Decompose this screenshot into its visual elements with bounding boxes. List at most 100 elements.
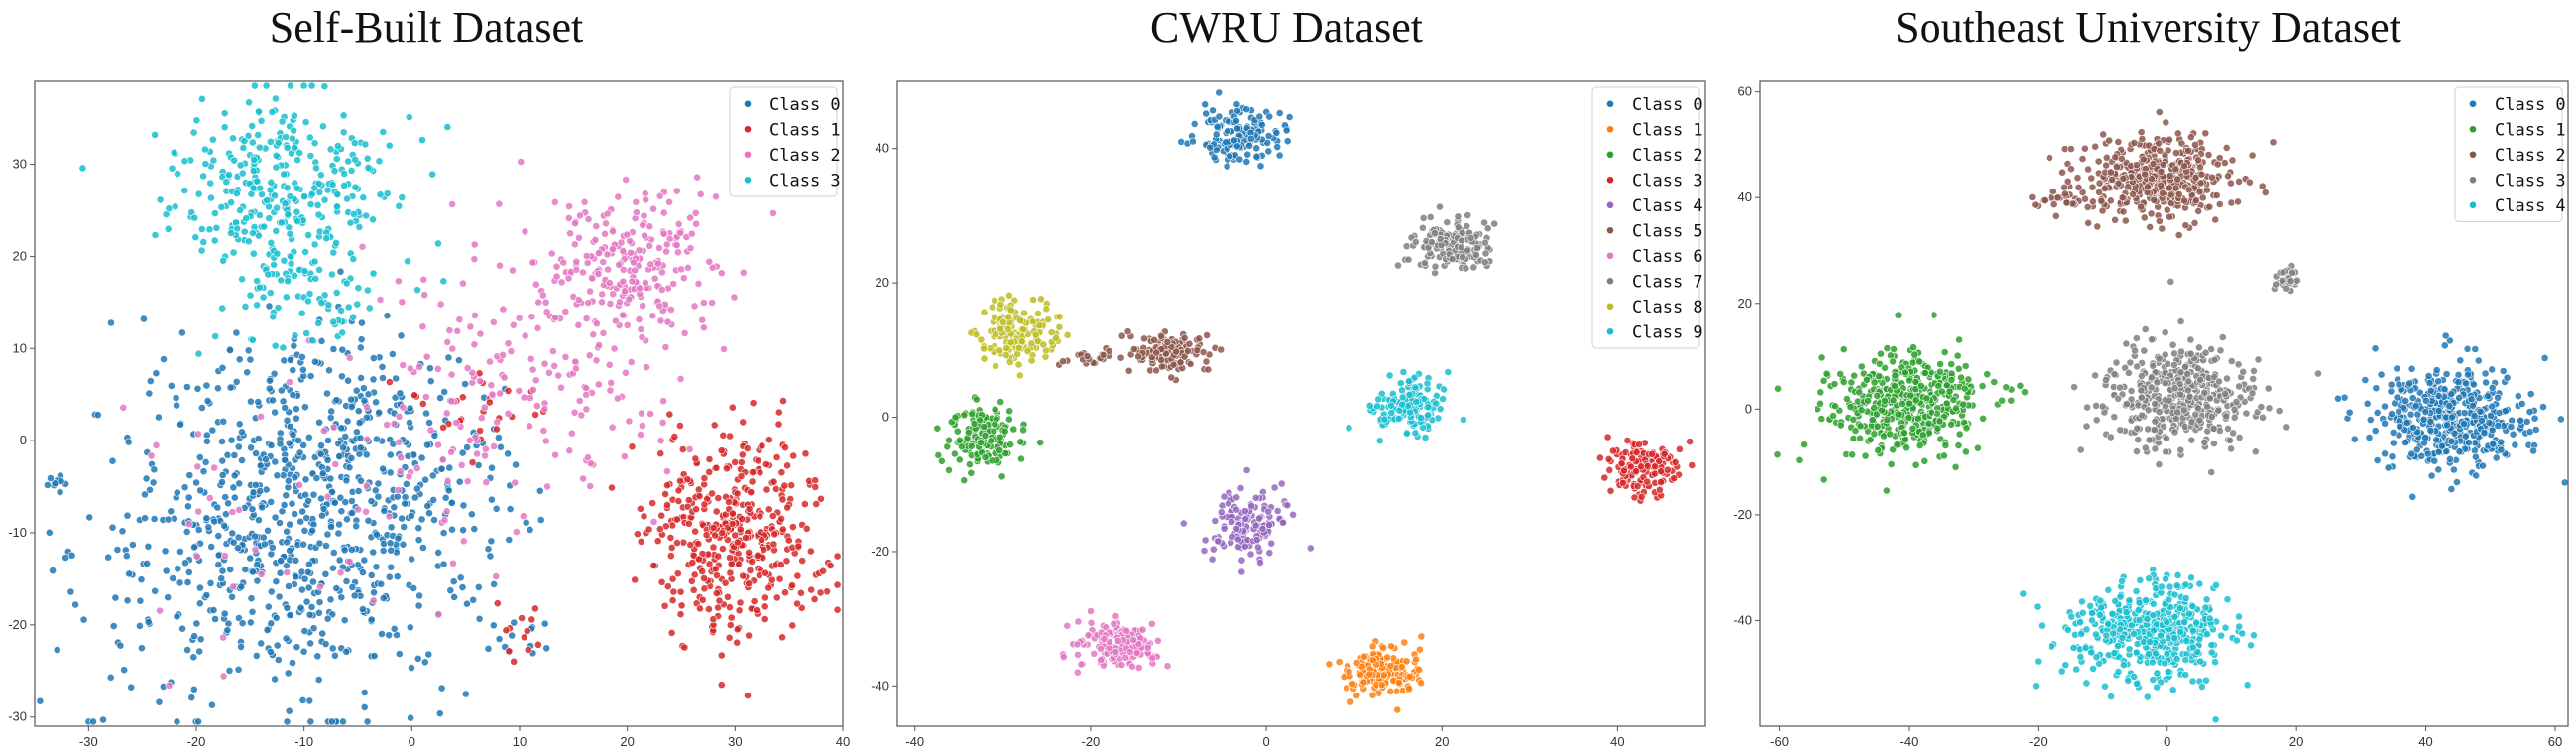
data-point xyxy=(696,189,705,198)
data-point xyxy=(376,190,385,199)
data-point xyxy=(1959,400,1968,409)
data-point xyxy=(1908,424,1917,433)
data-point xyxy=(1348,680,1356,688)
data-point xyxy=(676,228,685,237)
data-point xyxy=(2426,386,2435,395)
data-point xyxy=(299,647,308,656)
data-point xyxy=(2402,419,2411,427)
data-point xyxy=(705,257,714,266)
data-point xyxy=(1819,376,1828,385)
data-point xyxy=(408,555,415,564)
data-point xyxy=(484,545,493,554)
data-point xyxy=(328,564,337,572)
data-point xyxy=(308,577,317,586)
data-point xyxy=(404,451,412,460)
data-point xyxy=(1961,362,1970,370)
data-point xyxy=(572,364,580,373)
data-point xyxy=(2471,345,2480,353)
data-point xyxy=(737,458,746,466)
data-point xyxy=(440,387,449,396)
data-point xyxy=(666,534,675,542)
data-point xyxy=(2425,379,2434,387)
data-point xyxy=(240,137,249,146)
data-point xyxy=(639,422,646,430)
data-point xyxy=(424,650,433,659)
data-point xyxy=(66,587,75,596)
data-point xyxy=(778,495,787,504)
data-point xyxy=(246,355,255,364)
legend-marker xyxy=(1606,125,1614,134)
data-point xyxy=(470,525,479,533)
data-point xyxy=(306,152,315,160)
data-point xyxy=(328,644,337,653)
data-point xyxy=(649,204,657,213)
data-point xyxy=(526,422,533,431)
data-point xyxy=(300,192,308,200)
data-point xyxy=(540,404,549,413)
data-point xyxy=(2248,151,2257,160)
data-point xyxy=(1411,237,1420,246)
data-point xyxy=(1898,400,1906,408)
data-point xyxy=(2495,409,2504,417)
data-point xyxy=(145,389,154,398)
data-point xyxy=(338,345,347,354)
data-point xyxy=(199,467,208,476)
data-point xyxy=(2462,379,2471,388)
data-point xyxy=(1847,378,1856,387)
x-tick-label: 10 xyxy=(513,734,527,749)
data-point xyxy=(249,184,258,192)
data-point xyxy=(297,309,306,317)
data-point xyxy=(327,407,336,416)
data-point xyxy=(335,520,343,529)
data-point xyxy=(1942,399,1951,408)
data-point xyxy=(2381,419,2389,428)
data-point xyxy=(329,317,338,326)
data-point xyxy=(1894,311,1903,319)
data-point xyxy=(398,298,407,307)
data-point xyxy=(317,336,326,345)
data-point xyxy=(343,194,351,203)
data-point xyxy=(2158,224,2166,233)
data-point xyxy=(178,624,186,633)
data-point xyxy=(225,667,234,675)
data-point xyxy=(1490,219,1499,228)
data-point xyxy=(257,639,266,648)
data-point xyxy=(265,302,274,311)
data-point xyxy=(526,394,534,402)
data-point xyxy=(632,197,641,206)
data-point xyxy=(310,357,319,366)
data-point xyxy=(1134,352,1142,361)
data-point xyxy=(666,552,675,561)
data-point xyxy=(981,453,990,461)
data-point xyxy=(2438,441,2446,450)
data-point xyxy=(826,562,835,569)
data-point xyxy=(387,563,396,571)
data-point xyxy=(299,441,307,449)
data-point xyxy=(307,336,316,345)
data-point xyxy=(1850,371,1859,380)
data-point xyxy=(1457,243,1465,252)
data-point xyxy=(218,456,227,465)
data-point xyxy=(527,615,536,624)
data-point xyxy=(1147,619,1156,628)
data-point xyxy=(1129,345,1138,353)
data-point xyxy=(960,476,969,485)
data-point xyxy=(772,484,780,493)
data-point xyxy=(190,213,199,222)
legend-label: Class 0 xyxy=(769,95,841,115)
data-point xyxy=(1005,358,1014,366)
data-point xyxy=(413,286,421,295)
data-point xyxy=(2088,183,2097,191)
data-point xyxy=(2497,438,2506,446)
data-point xyxy=(1856,434,1864,442)
data-point xyxy=(1386,662,1395,670)
series-class-6 xyxy=(1059,607,1172,677)
data-point xyxy=(2046,154,2053,162)
data-point xyxy=(779,397,787,405)
data-point xyxy=(1915,441,1924,449)
data-point xyxy=(2453,478,2461,486)
data-point xyxy=(251,545,260,554)
data-point xyxy=(306,717,315,726)
data-point xyxy=(249,249,258,258)
data-point xyxy=(300,267,309,275)
